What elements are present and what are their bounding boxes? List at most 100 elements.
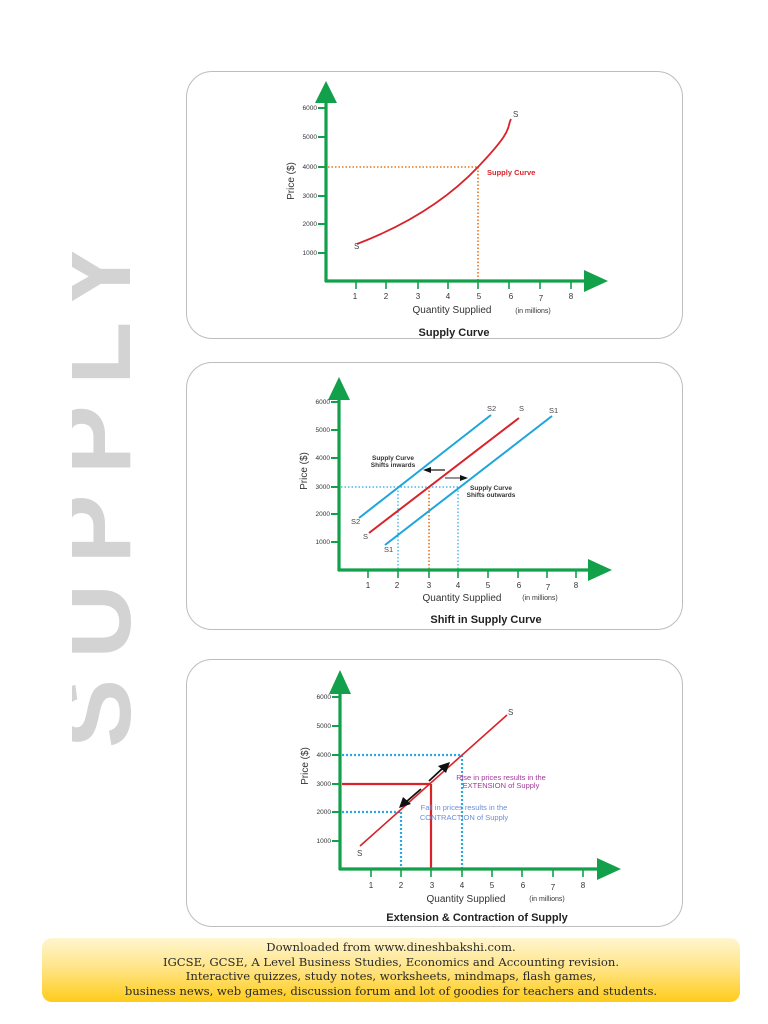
svg-text:1000: 1000 [316,539,331,546]
svg-text:5000: 5000 [316,427,331,434]
curve-label-end: S [508,708,513,717]
x-tick-labels: 1 2 3 4 5 6 7 8 [366,581,579,592]
y-axis-label: Price ($) [286,162,297,200]
chart-title: Extension & Contraction of Supply [386,912,568,924]
y-ticks [318,107,326,254]
svg-text:1: 1 [366,581,371,590]
svg-text:8: 8 [569,292,574,301]
svg-text:4000: 4000 [317,752,332,759]
svg-text:S1: S1 [384,545,393,554]
x-ticks [355,281,572,289]
chart-title: Supply Curve [419,327,490,339]
svg-text:6000: 6000 [303,105,318,112]
svg-text:3: 3 [416,292,421,301]
svg-text:S2: S2 [351,517,360,526]
svg-text:6: 6 [517,581,522,590]
watermark-text: SUPPLY [72,222,152,749]
shift-supply-panel: 6000 5000 4000 3000 2000 1000 1 2 3 4 5 … [186,362,683,630]
supply-watermark: SUPPLY [37,100,153,870]
svg-text:1000: 1000 [317,838,332,845]
arrow-down-left-icon [399,797,411,808]
x-axis-label: Quantity Supplied [423,593,502,604]
s1-line [384,415,553,546]
arrow-right-icon [460,475,468,481]
x-axis-arrow-icon [597,858,621,880]
svg-text:Shifts outwards: Shifts outwards [467,492,516,499]
s2-line [358,414,492,519]
svg-text:6: 6 [509,292,514,301]
curve-labels: S2 S S1 S2 S S1 [351,404,558,554]
svg-text:1: 1 [369,881,374,890]
arrow-left-icon [423,467,431,473]
shift-outward-annotation: Supply Curve Shifts outwards [467,485,516,499]
svg-text:Supply Curve: Supply Curve [372,455,414,462]
chart-title: Shift in Supply Curve [430,614,541,626]
svg-text:4000: 4000 [316,455,331,462]
y-ticks [332,696,340,842]
arrow-up-right-icon [438,762,450,773]
svg-text:7: 7 [539,294,544,303]
svg-text:3: 3 [427,581,432,590]
svg-text:S1: S1 [549,406,558,415]
svg-text:6: 6 [521,881,526,890]
curve-label-start: S [357,849,362,858]
svg-text:S: S [519,404,524,413]
x-axis-label: Quantity Supplied [427,894,506,905]
extension-contraction-panel: 6000 5000 4000 3000 2000 1000 1 2 3 4 5 … [186,659,683,927]
y-tick-labels: 6000 5000 4000 3000 2000 1000 [317,694,332,845]
svg-text:8: 8 [574,581,579,590]
x-ticks [370,869,584,877]
svg-text:Rise in prices results in the: Rise in prices results in the [456,773,546,782]
x-axis-unit: (in millions) [522,595,557,602]
svg-text:5000: 5000 [317,723,332,730]
svg-text:1000: 1000 [303,250,318,257]
svg-text:CONTRACTION of Supply: CONTRACTION of Supply [420,813,509,822]
svg-text:S: S [363,532,368,541]
svg-text:2: 2 [399,881,404,890]
y-tick-labels: 6000 5000 4000 3000 2000 1000 [303,105,318,257]
y-ticks [331,401,339,543]
svg-text:EXTENSION of Supply: EXTENSION of Supply [463,781,540,790]
footer-line-2: IGCSE, GCSE, A Level Business Studies, E… [162,954,620,969]
svg-text:2000: 2000 [316,511,331,518]
svg-text:2000: 2000 [303,221,318,228]
curve-label-start: S [354,242,359,251]
svg-text:4000: 4000 [303,164,318,171]
svg-text:2: 2 [384,292,389,301]
shift-inward-annotation: Supply Curve Shifts inwards [371,455,416,469]
svg-text:2: 2 [395,581,400,590]
y-axis-arrow-icon [329,670,351,694]
contraction-arrow-line [405,788,422,803]
svg-text:5: 5 [477,292,482,301]
footer-line-4: business news, web games, discussion for… [124,983,658,998]
y-tick-labels: 6000 5000 4000 3000 2000 1000 [316,399,331,546]
svg-text:1: 1 [353,292,358,301]
svg-text:Fall in prices results in the: Fall in prices results in the [421,803,508,812]
shift-supply-chart: 6000 5000 4000 3000 2000 1000 1 2 3 4 5 … [299,377,612,626]
svg-text:6000: 6000 [316,399,331,406]
y-axis-arrow-icon [315,81,337,103]
svg-text:7: 7 [551,883,556,892]
x-tick-labels: 1 2 3 4 5 6 7 8 [369,881,586,892]
footer-line-1: Downloaded from www.dineshbakshi.com. [266,940,516,954]
svg-text:Supply Curve: Supply Curve [470,485,512,492]
s-line [368,417,520,534]
curve-label-end: S [513,110,518,119]
extension-annotation: Rise in prices results in the EXTENSION … [456,773,546,790]
y-axis-label: Price ($) [299,452,310,490]
y-axis-label: Price ($) [300,747,311,785]
svg-text:4: 4 [456,581,461,590]
supply-curve-line [356,118,512,245]
supply-curve-annotation: Supply Curve [487,168,535,177]
svg-text:3000: 3000 [317,781,332,788]
svg-text:4: 4 [446,292,451,301]
x-axis-unit: (in millions) [515,308,550,315]
x-axis-label: Quantity Supplied [413,305,492,316]
svg-text:2000: 2000 [317,809,332,816]
x-axis-arrow-icon [584,270,608,292]
x-tick-labels: 1 2 3 4 5 6 7 8 [353,292,574,303]
supply-line [359,714,508,847]
footer-line-3: Interactive quizzes, study notes, worksh… [185,969,597,984]
extension-arrow-line [428,766,445,782]
x-axis-arrow-icon [588,559,612,581]
